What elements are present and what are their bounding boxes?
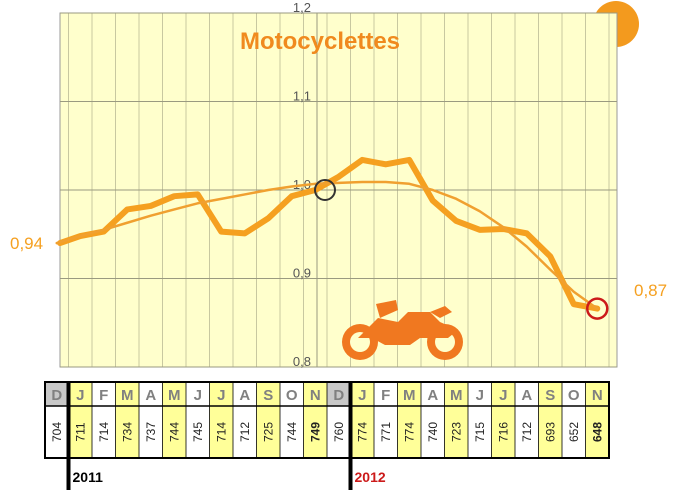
value-label: 714 xyxy=(97,422,111,442)
table-cell xyxy=(421,382,445,458)
month-label: O xyxy=(286,387,298,404)
value-label: 734 xyxy=(120,422,134,442)
value-label: 745 xyxy=(191,422,205,442)
month-cell-highlight xyxy=(327,382,351,406)
value-label: 712 xyxy=(520,422,534,442)
series-group xyxy=(55,156,609,320)
reference-point-circle xyxy=(314,179,336,201)
value-label: 744 xyxy=(167,422,181,442)
month-label: M xyxy=(450,387,463,404)
motorcycle-icon xyxy=(342,300,463,360)
value-label: 723 xyxy=(449,422,463,442)
table-cell xyxy=(256,382,280,458)
table-cell xyxy=(186,382,210,458)
month-label: S xyxy=(545,387,555,404)
month-label: J xyxy=(499,387,507,404)
month-label: J xyxy=(76,387,84,404)
table-cell xyxy=(374,382,398,458)
table-cell xyxy=(538,382,562,458)
y-tick-label: 1,1 xyxy=(293,89,311,104)
month-label: J xyxy=(358,387,366,404)
month-label: M xyxy=(403,387,416,404)
value-label: 712 xyxy=(238,422,252,442)
table-cell xyxy=(468,382,492,458)
month-label: J xyxy=(217,387,225,404)
month-cell-highlight xyxy=(45,382,69,406)
value-label: 704 xyxy=(50,422,64,442)
value-label: 774 xyxy=(355,422,369,442)
month-label: A xyxy=(427,387,438,404)
table-cell xyxy=(350,382,374,458)
table-cell xyxy=(491,382,515,458)
month-label: J xyxy=(194,387,202,404)
month-label: S xyxy=(263,387,273,404)
table-cell xyxy=(115,382,139,458)
month-label: F xyxy=(381,387,390,404)
value-label: 774 xyxy=(402,422,416,442)
value-label: 711 xyxy=(73,422,87,441)
value-label: 652 xyxy=(567,422,581,442)
end-value-label: 0,87 xyxy=(634,281,667,300)
table-cell xyxy=(139,382,163,458)
table-cell xyxy=(209,382,233,458)
value-label: 737 xyxy=(144,422,158,442)
month-label: O xyxy=(568,387,580,404)
month-label: D xyxy=(333,387,344,404)
value-label: 693 xyxy=(543,422,557,442)
month-label: N xyxy=(592,387,603,404)
table-cell xyxy=(515,382,539,458)
year-label-2012: 2012 xyxy=(355,469,386,485)
series-line-trend xyxy=(55,180,599,310)
table-cell xyxy=(92,382,116,458)
table-cell xyxy=(233,382,257,458)
table-cell xyxy=(444,382,468,458)
value-label: 771 xyxy=(379,422,393,442)
month-label: J xyxy=(476,387,484,404)
month-label: A xyxy=(239,387,250,404)
year-label-2011: 2011 xyxy=(73,469,104,485)
table-cell xyxy=(585,382,609,458)
month-label: A xyxy=(521,387,532,404)
value-label: 749 xyxy=(308,422,322,442)
value-label: 725 xyxy=(261,422,275,442)
month-label: M xyxy=(121,387,134,404)
table-cell xyxy=(280,382,304,458)
chart-title: Motocyclettes xyxy=(240,28,400,55)
value-label: 740 xyxy=(426,422,440,442)
value-label: 760 xyxy=(332,422,346,442)
table-cell xyxy=(162,382,186,458)
table-cell xyxy=(303,382,327,458)
month-label: F xyxy=(99,387,108,404)
month-label: N xyxy=(310,387,321,404)
end-point-circle xyxy=(586,297,609,320)
month-label: D xyxy=(51,387,62,404)
month-label: A xyxy=(145,387,156,404)
y-tick-label: 0,9 xyxy=(293,266,311,281)
table-cell xyxy=(68,382,92,458)
table-cell xyxy=(562,382,586,458)
table-cell xyxy=(397,382,421,458)
y-tick-label: 1,2 xyxy=(293,0,311,15)
value-label: 715 xyxy=(473,422,487,442)
value-label: 714 xyxy=(214,422,228,442)
start-value-label: 0,94 xyxy=(10,234,43,253)
value-label: 744 xyxy=(285,422,299,442)
y-tick-label: 0,8 xyxy=(293,354,311,369)
value-label: 716 xyxy=(496,422,510,442)
value-label: 648 xyxy=(590,422,604,442)
month-label: M xyxy=(168,387,181,404)
